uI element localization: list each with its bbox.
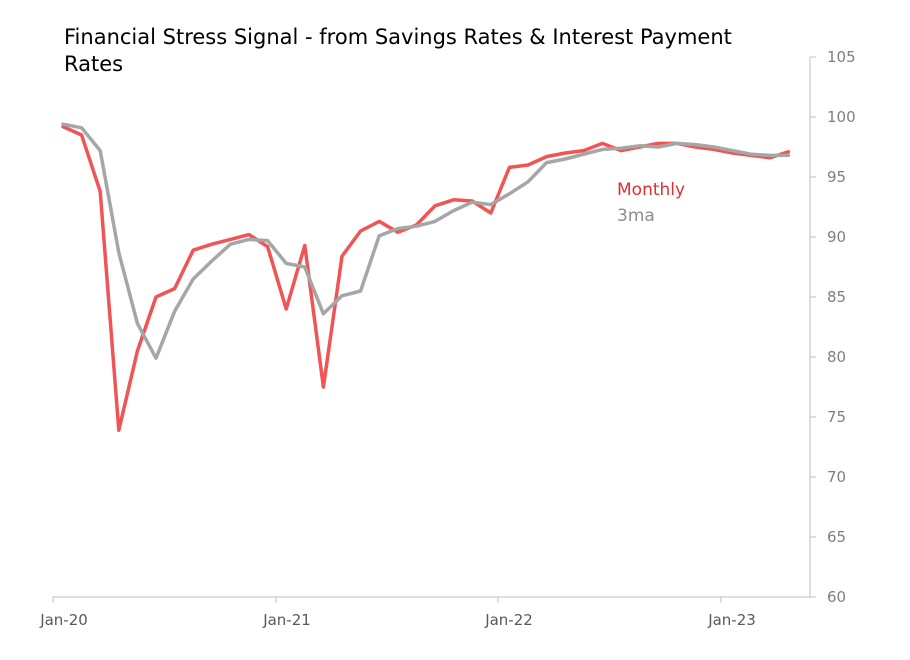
series-line-monthly (61, 124, 791, 432)
series-line-3ma (61, 122, 791, 360)
y-tick-label: 65 (827, 528, 846, 546)
y-tick-label: 105 (827, 48, 856, 66)
y-tick-label: 90 (827, 228, 846, 246)
y-tick-label: 85 (827, 288, 846, 306)
x-tick-label: Jan-22 (484, 611, 533, 629)
y-tick-label: 70 (827, 468, 846, 486)
y-tick-label: 75 (827, 408, 846, 426)
y-tick-label: 95 (827, 168, 846, 186)
legend-label-3ma: 3ma (617, 206, 655, 226)
x-tick-label: Jan-20 (39, 611, 88, 629)
y-tick-label: 80 (827, 348, 846, 366)
x-tick-label: Jan-21 (262, 611, 311, 629)
y-tick-label: 100 (827, 108, 856, 126)
chart-title: Financial Stress Signal - from Savings R… (64, 25, 732, 76)
y-tick-label: 60 (827, 588, 846, 606)
legend-label-monthly: Monthly (617, 180, 685, 200)
x-tick-label: Jan-23 (707, 611, 756, 629)
